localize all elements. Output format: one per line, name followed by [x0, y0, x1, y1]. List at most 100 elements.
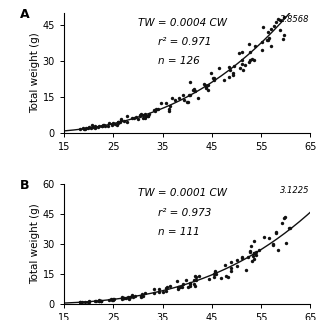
- Point: [283, 215, 288, 220]
- Point: [217, 65, 222, 70]
- Point: [134, 114, 139, 119]
- Point: [244, 268, 249, 273]
- Point: [124, 114, 130, 119]
- Point: [97, 124, 102, 129]
- Point: [277, 28, 283, 33]
- Point: [240, 67, 245, 72]
- Point: [156, 286, 161, 291]
- Point: [77, 127, 83, 132]
- Y-axis label: Total weight (g): Total weight (g): [30, 204, 40, 284]
- Point: [272, 23, 277, 28]
- Point: [132, 293, 137, 298]
- Point: [246, 42, 252, 47]
- Point: [106, 121, 111, 126]
- Point: [247, 4, 252, 9]
- Point: [118, 116, 124, 122]
- Point: [90, 123, 95, 128]
- Point: [261, 235, 267, 240]
- Point: [205, 88, 210, 93]
- Point: [247, 249, 252, 254]
- Point: [261, 25, 266, 30]
- Point: [83, 126, 88, 132]
- Point: [89, 125, 94, 131]
- Point: [278, 18, 283, 23]
- Point: [253, 250, 258, 255]
- Point: [259, 40, 264, 45]
- Point: [121, 119, 126, 124]
- Point: [156, 290, 161, 295]
- Point: [92, 125, 98, 130]
- Point: [252, 43, 258, 48]
- Point: [203, 82, 208, 87]
- Point: [239, 254, 244, 259]
- Point: [192, 278, 197, 283]
- Point: [87, 299, 92, 304]
- Text: r² = 0.971: r² = 0.971: [158, 37, 211, 47]
- Point: [275, 247, 280, 252]
- Text: r² = 0.973: r² = 0.973: [158, 208, 211, 218]
- Point: [110, 297, 115, 302]
- Point: [211, 75, 216, 80]
- Point: [126, 296, 131, 301]
- Point: [139, 292, 144, 297]
- Point: [226, 65, 231, 70]
- Point: [211, 271, 216, 276]
- Point: [159, 100, 164, 105]
- Point: [116, 119, 121, 124]
- Point: [193, 274, 198, 279]
- Point: [140, 294, 146, 299]
- Point: [109, 123, 115, 128]
- Point: [141, 115, 146, 120]
- Point: [168, 284, 173, 289]
- Point: [246, 254, 251, 259]
- Point: [112, 121, 117, 126]
- Point: [116, 119, 121, 124]
- Point: [285, 6, 291, 12]
- Point: [81, 125, 86, 130]
- Point: [177, 284, 182, 290]
- Point: [160, 290, 165, 295]
- Point: [223, 262, 228, 267]
- Point: [78, 299, 83, 304]
- Point: [112, 296, 117, 301]
- Point: [111, 296, 116, 301]
- Point: [249, 244, 254, 249]
- Point: [106, 123, 111, 128]
- Point: [99, 298, 104, 303]
- Point: [228, 68, 233, 73]
- Text: 2.8568: 2.8568: [280, 15, 309, 24]
- Point: [78, 300, 83, 305]
- Point: [229, 259, 234, 264]
- Point: [266, 36, 271, 41]
- Point: [145, 113, 150, 118]
- Point: [275, 17, 280, 22]
- Point: [107, 297, 112, 302]
- Point: [86, 124, 91, 129]
- Point: [101, 123, 107, 128]
- Point: [226, 74, 231, 79]
- Point: [271, 242, 276, 247]
- Point: [120, 295, 125, 300]
- Point: [121, 296, 126, 301]
- Point: [123, 295, 128, 300]
- Point: [125, 295, 131, 300]
- Point: [234, 264, 239, 269]
- Point: [181, 97, 186, 102]
- Point: [223, 273, 228, 278]
- Point: [264, 37, 269, 43]
- Point: [140, 292, 145, 297]
- Point: [247, 250, 252, 255]
- Point: [177, 284, 182, 290]
- Point: [100, 123, 105, 128]
- Point: [194, 278, 199, 283]
- Point: [269, 44, 274, 49]
- Point: [156, 107, 161, 112]
- Point: [231, 70, 236, 76]
- Point: [191, 87, 196, 92]
- Point: [226, 274, 231, 279]
- Point: [167, 107, 172, 112]
- Point: [138, 294, 143, 300]
- Point: [115, 120, 120, 125]
- Point: [286, 226, 291, 231]
- Text: B: B: [20, 179, 29, 192]
